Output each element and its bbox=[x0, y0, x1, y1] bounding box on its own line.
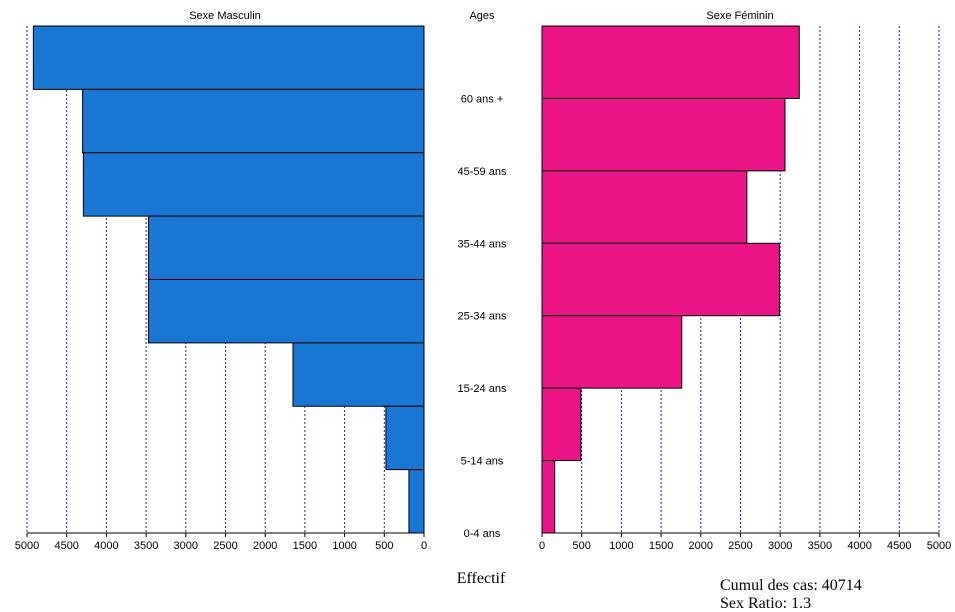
tick-label: 4000 bbox=[94, 540, 118, 552]
age-group-label: 5-14 ans bbox=[461, 456, 504, 468]
female-bar bbox=[541, 315, 683, 389]
male-bar bbox=[32, 25, 425, 90]
x-axis-label: Effectif bbox=[457, 570, 506, 587]
male-bar bbox=[82, 88, 425, 154]
female-series-title: Sexe Féminin bbox=[706, 10, 773, 22]
left-axis-ticks: 0 500 1000 1500 2000 2500 3000 3500 4000 4500 5000 bbox=[15, 533, 427, 552]
tick-label: 3500 bbox=[808, 540, 832, 552]
female-bar bbox=[541, 97, 786, 172]
tick-label: 5000 bbox=[15, 540, 39, 552]
female-bars bbox=[541, 25, 939, 534]
total-cases-label: Cumul des cas: 40714 bbox=[720, 577, 862, 594]
age-group-labels: 60 ans + 45-59 ans 35-44 ans 25-34 ans 15-24… bbox=[458, 93, 507, 540]
male-bar bbox=[147, 279, 425, 344]
tick-label: 1000 bbox=[609, 540, 633, 552]
tick-label: 3500 bbox=[134, 540, 158, 552]
tick-label: 1000 bbox=[332, 540, 356, 552]
tick-label: 4500 bbox=[887, 540, 911, 552]
tick-label: 4000 bbox=[847, 540, 871, 552]
right-axis-ticks: 0 500 1000 1500 2000 2500 3000 3500 4000 4500 5000 bbox=[539, 533, 951, 552]
tick-label: 3000 bbox=[174, 540, 198, 552]
tick-label: 5000 bbox=[927, 540, 951, 552]
tick-label: 500 bbox=[375, 540, 393, 552]
tick-label: 0 bbox=[539, 540, 545, 552]
tick-label: 4500 bbox=[54, 540, 78, 552]
age-group-label: 15-24 ans bbox=[458, 383, 507, 395]
tick-label: 2500 bbox=[213, 540, 237, 552]
ages-header: Ages bbox=[469, 10, 495, 22]
female-bar bbox=[541, 25, 800, 99]
female-bar bbox=[541, 387, 582, 462]
tick-label: 1500 bbox=[649, 540, 673, 552]
tick-label: 2500 bbox=[728, 540, 752, 552]
age-group-label: 35-44 ans bbox=[458, 238, 507, 250]
age-group-label: 60 ans + bbox=[461, 93, 504, 105]
age-group-label: 0-4 ans bbox=[464, 528, 501, 540]
tick-label: 3000 bbox=[768, 540, 792, 552]
male-series-title: Sexe Masculin bbox=[189, 10, 261, 22]
tick-label: 1500 bbox=[293, 540, 317, 552]
male-bars bbox=[27, 25, 425, 534]
female-bar bbox=[541, 460, 556, 534]
tick-label: 2000 bbox=[689, 540, 713, 552]
male-bar bbox=[385, 405, 425, 471]
male-bar bbox=[292, 342, 425, 407]
tick-label: 2000 bbox=[253, 540, 277, 552]
male-bar bbox=[147, 215, 425, 280]
male-bar bbox=[408, 469, 425, 534]
female-bar bbox=[541, 170, 748, 244]
age-group-label: 45-59 ans bbox=[458, 166, 507, 178]
male-bar bbox=[82, 152, 425, 217]
tick-label: 500 bbox=[573, 540, 591, 552]
sex-ratio-label: Sex Ratio: 1.3 bbox=[720, 595, 811, 612]
age-group-label: 25-34 ans bbox=[458, 311, 507, 323]
female-bar bbox=[541, 242, 780, 317]
tick-label: 0 bbox=[421, 540, 427, 552]
